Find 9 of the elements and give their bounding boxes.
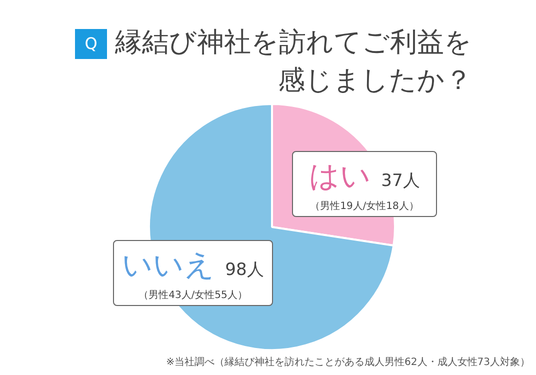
slice-label: いいえ xyxy=(122,248,216,283)
text: （男性43人/女性55人） xyxy=(138,290,248,301)
slice-label: はい xyxy=(309,159,372,194)
data-label: 98人 xyxy=(225,260,264,280)
text: ※当社調べ（縁結び神社を訪れたことがある成人男性62人・成人女性73人対象） xyxy=(166,356,530,369)
text: Q xyxy=(75,28,107,59)
text: （男性19人/女性18人） xyxy=(310,201,419,212)
chart-title: 縁結び神社を訪れてご利益を感じましたか？ xyxy=(115,27,472,96)
data-label: 37人 xyxy=(381,171,420,191)
